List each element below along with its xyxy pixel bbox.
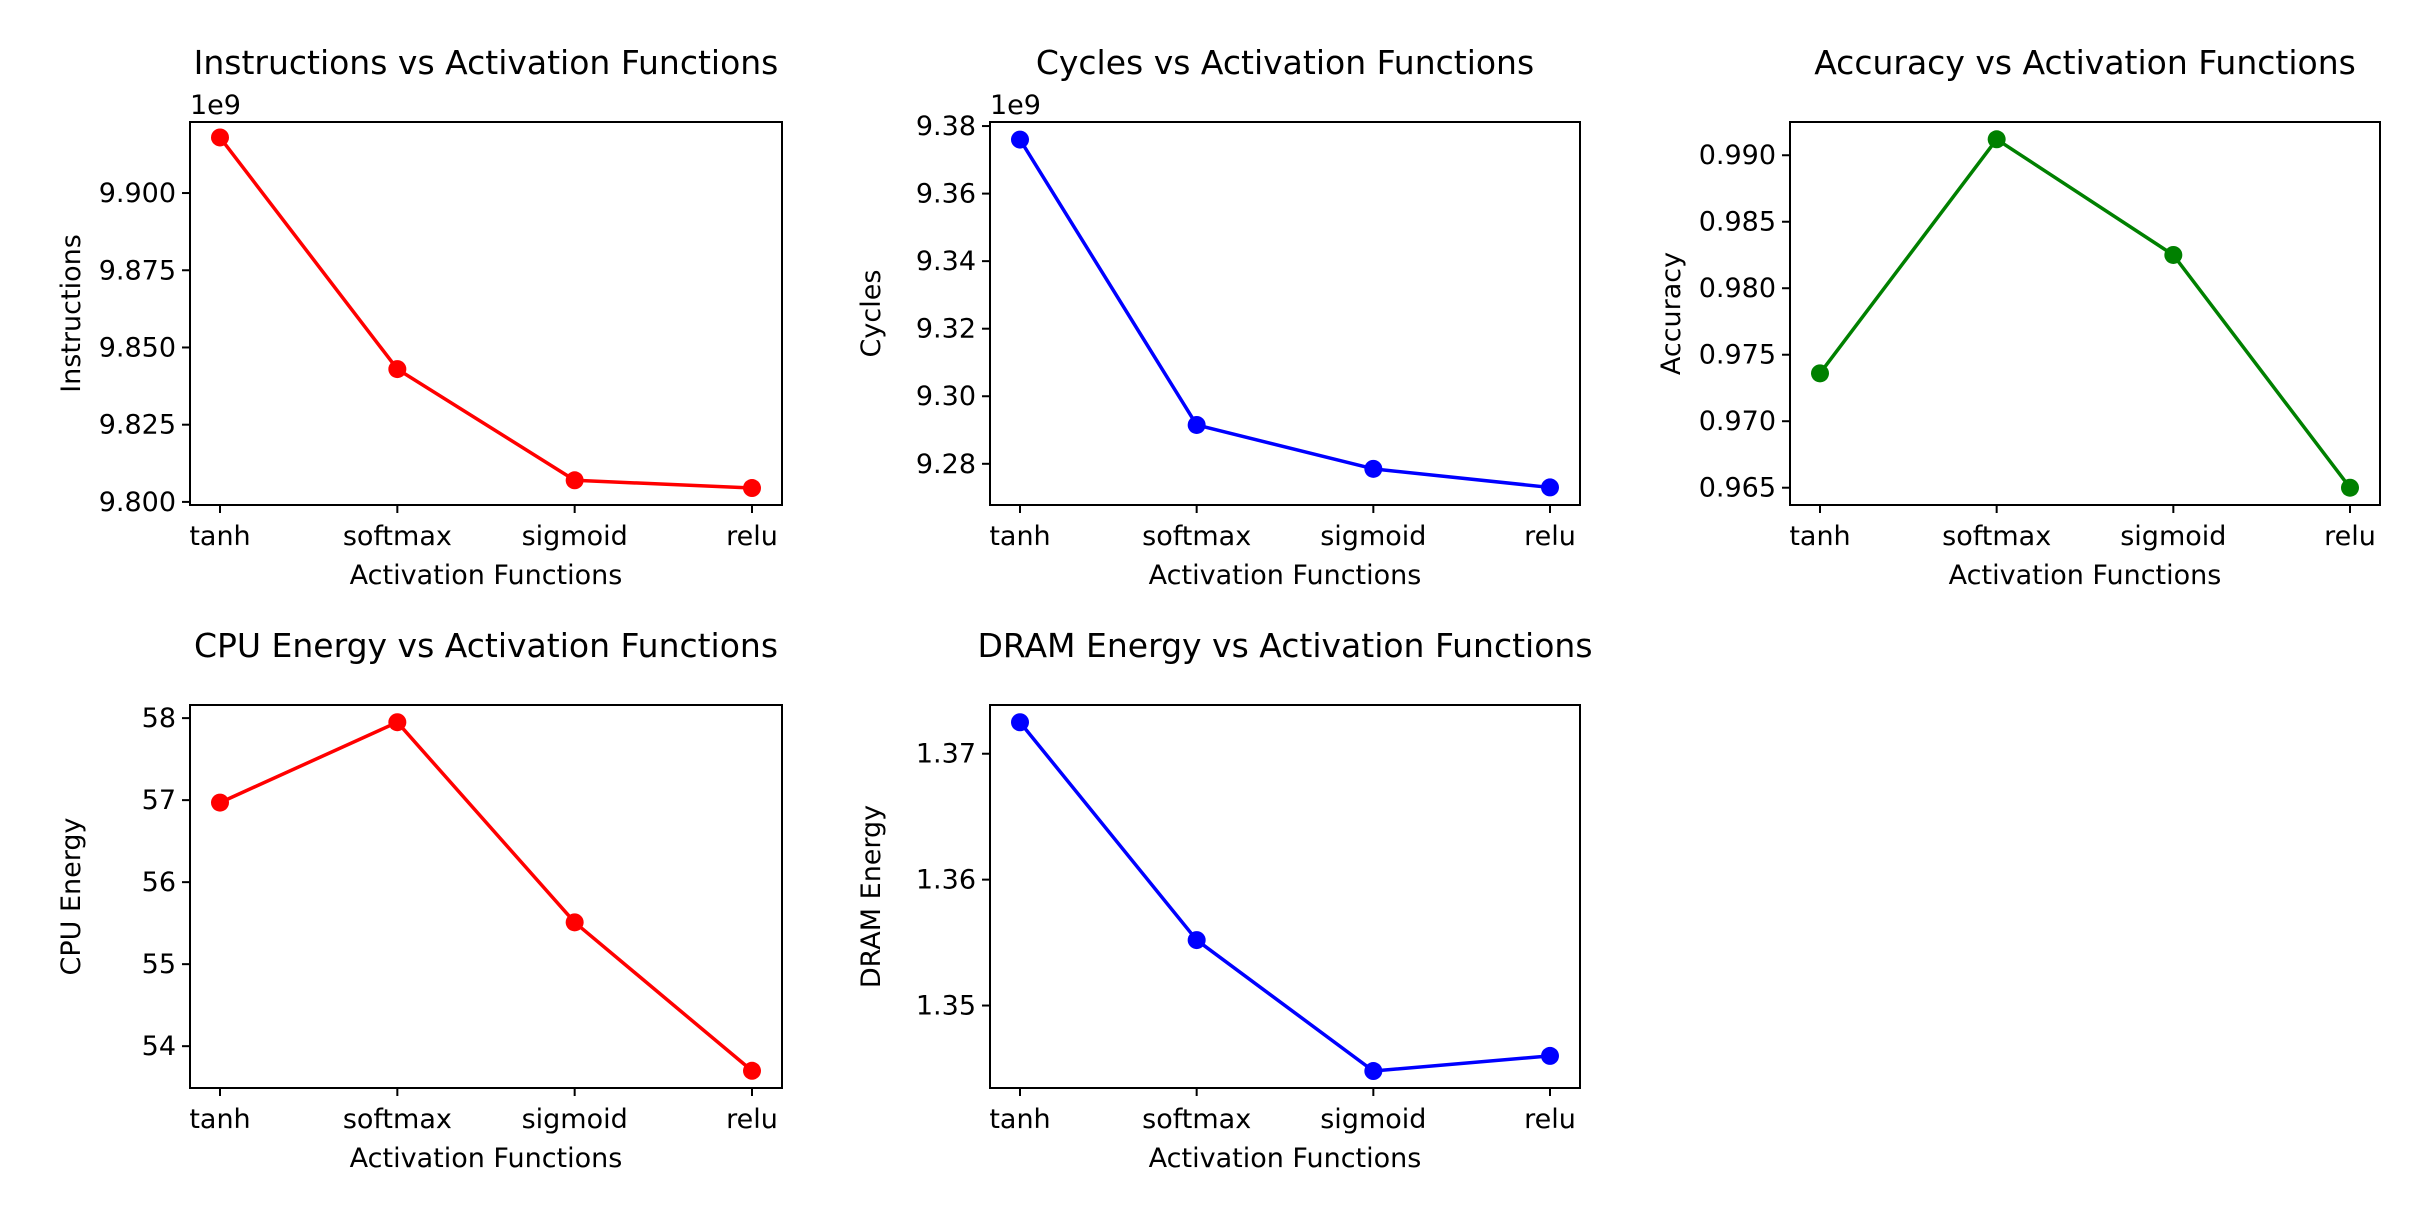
chart-panel-5: DRAM Energy vs Activation Functions 1.35 1… bbox=[856, 626, 1593, 1174]
data-point-softmax bbox=[388, 713, 407, 732]
y-tick-label: 9.30 bbox=[916, 381, 976, 412]
chart-title: DRAM Energy vs Activation Functions bbox=[977, 626, 1592, 665]
x-tick-label: tanh bbox=[989, 521, 1050, 552]
x-tick-label: relu bbox=[1524, 1104, 1576, 1135]
y-tick-label: 0.990 bbox=[1699, 140, 1776, 171]
series-line-1 bbox=[1018, 721, 1551, 1073]
x-tick-label: softmax bbox=[1142, 521, 1251, 552]
y-tick-label: 0.970 bbox=[1699, 406, 1776, 437]
x-tick-label: tanh bbox=[989, 1104, 1050, 1135]
y-tick-label: 57 bbox=[142, 785, 176, 816]
y-tick-label: 9.875 bbox=[99, 255, 176, 286]
x-axis-label: Activation Functions bbox=[350, 1143, 623, 1174]
x-tick-label: softmax bbox=[1942, 521, 2051, 552]
data-point-softmax bbox=[1187, 931, 1206, 950]
y-axis-label: Instructions bbox=[56, 234, 87, 393]
data-point-relu bbox=[2341, 478, 2359, 497]
y-tick-label: 55 bbox=[142, 949, 176, 980]
y-tick-label: 58 bbox=[142, 703, 176, 734]
plot-frame bbox=[189, 704, 783, 1089]
x-tick-label: softmax bbox=[343, 521, 452, 552]
data-point-sigmoid bbox=[1364, 1062, 1383, 1081]
chart-panel-1: Instructions vs Activation Functions 1e9 9… bbox=[56, 43, 783, 591]
chart-panel-3: Accuracy vs Activation Functions 0.965 0.9… bbox=[1656, 43, 2381, 591]
x-axis-label: Activation Functions bbox=[1949, 560, 2222, 591]
data-point-softmax bbox=[1987, 130, 2006, 149]
data-point-tanh bbox=[1811, 364, 1829, 383]
data-point-softmax bbox=[1187, 415, 1206, 434]
y-tick-label: 9.32 bbox=[916, 314, 976, 345]
plot-frame bbox=[989, 704, 1581, 1089]
y-tick-label: 9.850 bbox=[99, 332, 176, 363]
y-tick-label: 56 bbox=[142, 867, 176, 898]
x-tick-label: tanh bbox=[1789, 521, 1850, 552]
plot-frame bbox=[189, 121, 783, 506]
data-point-sigmoid bbox=[565, 913, 584, 932]
x-axis-label: Activation Functions bbox=[1149, 560, 1422, 591]
x-axis-label: Activation Functions bbox=[1149, 1143, 1422, 1174]
series-line-1 bbox=[1018, 138, 1551, 490]
x-tick-label: tanh bbox=[189, 521, 250, 552]
x-tick-label: tanh bbox=[189, 1104, 250, 1135]
data-point-relu bbox=[743, 1061, 761, 1080]
x-tick-label: sigmoid bbox=[1320, 521, 1426, 552]
series-line-1 bbox=[219, 720, 754, 1073]
chart-title: Cycles vs Activation Functions bbox=[1036, 43, 1534, 82]
x-tick-label: sigmoid bbox=[2120, 521, 2226, 552]
data-point-softmax bbox=[388, 360, 407, 379]
y-tick-label: 1.36 bbox=[916, 865, 976, 896]
data-point-sigmoid bbox=[1364, 459, 1383, 478]
y-tick-label: 0.975 bbox=[1699, 340, 1776, 371]
axis-offset-text: 1e9 bbox=[990, 90, 1041, 121]
chart-title: Instructions vs Activation Functions bbox=[194, 43, 779, 82]
y-tick-label: 1.35 bbox=[916, 991, 976, 1022]
series-line-1 bbox=[218, 136, 753, 490]
x-axis-label: Activation Functions bbox=[350, 560, 623, 591]
x-tick-label: relu bbox=[1524, 521, 1576, 552]
y-tick-label: 0.985 bbox=[1699, 207, 1776, 238]
y-tick-label: 9.38 bbox=[916, 111, 976, 142]
data-point-tanh bbox=[211, 793, 229, 812]
data-point-sigmoid bbox=[565, 471, 584, 490]
x-tick-label: softmax bbox=[343, 1104, 452, 1135]
y-tick-label: 1.37 bbox=[916, 739, 976, 770]
data-point-sigmoid bbox=[2164, 245, 2183, 264]
y-tick-label: 9.825 bbox=[99, 410, 176, 441]
y-tick-label: 9.28 bbox=[916, 449, 976, 480]
y-tick-label: 9.800 bbox=[99, 487, 176, 518]
y-tick-label: 54 bbox=[142, 1031, 176, 1062]
chart-panel-2: Cycles vs Activation Functions 1e9 9.28 9.3… bbox=[856, 43, 1581, 591]
y-tick-label: 0.965 bbox=[1699, 473, 1776, 504]
x-tick-label: sigmoid bbox=[522, 521, 628, 552]
data-point-tanh bbox=[1011, 713, 1029, 732]
chart-title: CPU Energy vs Activation Functions bbox=[194, 626, 778, 665]
chart-title: Accuracy vs Activation Functions bbox=[1814, 43, 2356, 82]
data-point-relu bbox=[743, 479, 761, 498]
x-tick-label: softmax bbox=[1142, 1104, 1251, 1135]
y-axis-label: Accuracy bbox=[1656, 252, 1687, 375]
chart-panel-4: CPU Energy vs Activation Functions 54 55 56… bbox=[56, 626, 783, 1174]
x-tick-label: relu bbox=[726, 521, 778, 552]
x-tick-label: sigmoid bbox=[522, 1104, 628, 1135]
data-point-tanh bbox=[211, 128, 229, 147]
plot-frame bbox=[989, 121, 1581, 506]
y-tick-label: 9.36 bbox=[916, 179, 976, 210]
y-axis-label: Cycles bbox=[856, 270, 887, 358]
data-point-tanh bbox=[1011, 130, 1029, 149]
data-point-relu bbox=[1541, 478, 1559, 497]
plot-frame bbox=[1789, 121, 2381, 506]
y-tick-label: 9.34 bbox=[916, 246, 976, 277]
x-tick-label: relu bbox=[2324, 521, 2376, 552]
axis-offset-text: 1e9 bbox=[190, 90, 241, 121]
y-axis-label: DRAM Energy bbox=[856, 805, 887, 988]
y-tick-label: 9.900 bbox=[99, 178, 176, 209]
series-line-1 bbox=[1818, 137, 2352, 489]
x-tick-label: sigmoid bbox=[1320, 1104, 1426, 1135]
x-tick-label: relu bbox=[726, 1104, 778, 1135]
data-point-relu bbox=[1541, 1046, 1559, 1065]
y-tick-label: 0.980 bbox=[1699, 273, 1776, 304]
y-axis-label: CPU Energy bbox=[56, 817, 87, 975]
